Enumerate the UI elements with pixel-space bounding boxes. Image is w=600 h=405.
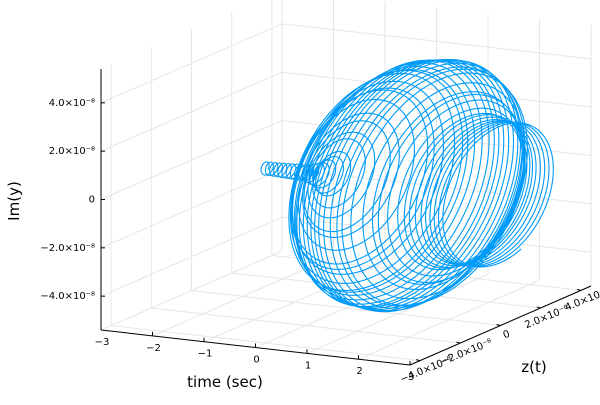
z-tick-label: −4.0×10⁻⁸	[40, 291, 95, 302]
y-tick-mark	[536, 306, 541, 309]
z-tick-label: 4.0×10⁻⁸	[49, 98, 95, 109]
z-tick-label: −2.0×10⁻⁸	[40, 243, 95, 254]
x-tick-label: 1	[305, 360, 311, 371]
y-tick-label: 0	[502, 329, 512, 342]
y-tick-mark	[415, 359, 421, 362]
x-tick-label: 3	[408, 372, 414, 383]
z-tick-label: 2.0×10⁻⁸	[49, 146, 95, 157]
x-tick-label: 2	[356, 366, 362, 377]
grid-line-z	[100, 23, 283, 104]
x-tick-label: −3	[95, 337, 110, 348]
series-helix-line	[260, 58, 554, 313]
y-tick-mark	[496, 324, 501, 326]
grid-line-y	[191, 290, 501, 326]
grid-line-y	[110, 325, 421, 362]
grid-line-z	[100, 216, 283, 297]
y-tick-mark	[456, 341, 461, 344]
y-axis-label: z(t)	[521, 358, 546, 376]
grid-line-z	[281, 71, 592, 108]
series-layer	[260, 58, 554, 313]
z-axis-label: Im(y)	[5, 181, 23, 221]
x-axis-label: time (sec)	[187, 373, 263, 391]
y-tick-mark	[576, 288, 582, 291]
x-tick-label: 0	[253, 355, 259, 366]
x-tick-label: −2	[146, 343, 161, 354]
grid-line-z	[281, 23, 592, 60]
z-tick-label: 0	[89, 195, 95, 206]
grid-line-z	[100, 120, 283, 200]
grid-line-y	[151, 307, 461, 344]
grid-line-y	[231, 272, 541, 309]
y-tick-label: 2.0×10⁻⁸	[523, 304, 570, 332]
x-tick-label: −1	[198, 349, 213, 360]
grid-line-z	[100, 71, 283, 152]
grid-line-z	[100, 168, 283, 249]
